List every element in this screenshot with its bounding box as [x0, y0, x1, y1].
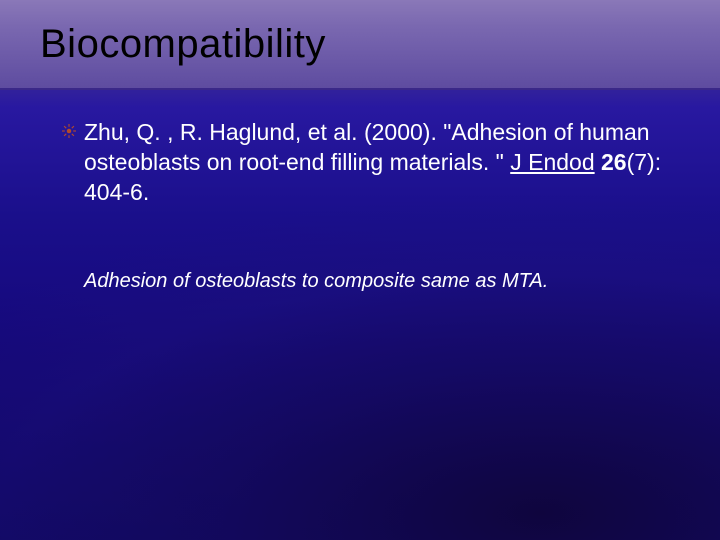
- citation-journal: J Endod: [510, 149, 594, 175]
- slide-body: Zhu, Q. , R. Haglund, et al. (2000). "Ad…: [62, 118, 670, 294]
- bullet-item: Zhu, Q. , R. Haglund, et al. (2000). "Ad…: [62, 118, 670, 208]
- slide-title: Biocompatibility: [40, 22, 326, 67]
- sunburst-icon: [62, 124, 76, 138]
- citation-text: Zhu, Q. , R. Haglund, et al. (2000). "Ad…: [84, 118, 670, 208]
- citation-volume: 26: [601, 149, 627, 175]
- slide-note: Adhesion of osteoblasts to composite sam…: [84, 268, 670, 294]
